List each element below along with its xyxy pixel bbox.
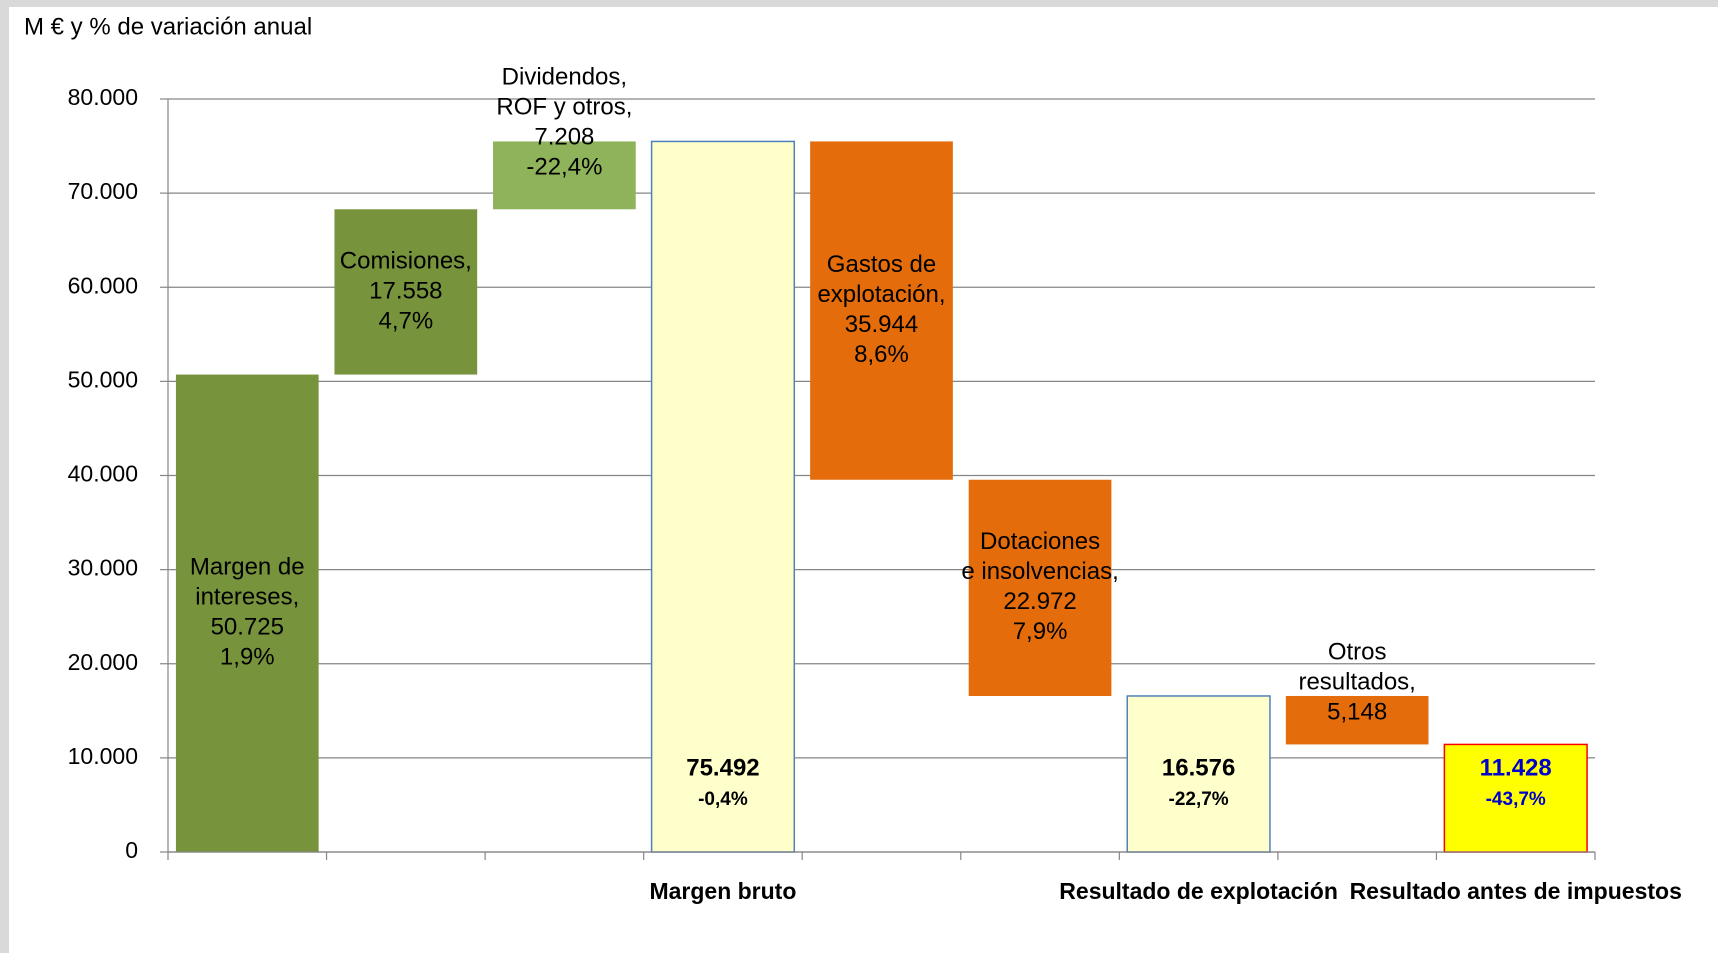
bar (650, 140, 796, 853)
y-tick-label: 80.000 (68, 84, 138, 110)
change-label: 8,6% (854, 341, 909, 368)
bar-name-label: resultados, (1298, 669, 1415, 696)
bar (493, 141, 636, 210)
data-label: 17.558 (369, 277, 442, 304)
bar-name-label: intereses, (195, 584, 299, 611)
bar (175, 374, 319, 852)
change-label: 7,9% (1013, 618, 1068, 645)
y-tick-label: 0 (125, 837, 138, 863)
chart-title: M € y % de variación anual (24, 13, 312, 40)
x-tick-label: Resultado de explotación (1059, 878, 1338, 904)
bar-name-label: Otros (1328, 639, 1387, 666)
x-tick-label: Margen bruto (649, 878, 796, 904)
change-label: -22,4% (526, 154, 602, 181)
data-label: 7.208 (534, 124, 594, 151)
data-label: 11.428 (1480, 754, 1552, 781)
bar (968, 479, 1112, 696)
data-label: 16.576 (1162, 754, 1235, 781)
data-label: 35.944 (845, 311, 918, 338)
change-label: 4,7% (378, 307, 433, 334)
y-tick-label: 20.000 (68, 649, 138, 675)
bar (1443, 743, 1588, 853)
bar (334, 209, 478, 375)
y-tick-label: 50.000 (68, 366, 138, 392)
y-tick-label: 40.000 (68, 461, 138, 487)
bar-name-label: e insolvencias, (961, 558, 1118, 585)
data-label: 50.725 (211, 614, 284, 641)
y-tick-label: 60.000 (68, 272, 138, 298)
bar-name-label: Margen de (190, 554, 305, 581)
bar-name-label: ROF y otros, (496, 94, 632, 121)
change-label: 1,9% (220, 644, 275, 671)
change-label: -22,7% (1169, 789, 1229, 810)
data-label: 22.972 (1003, 588, 1076, 615)
bar (1126, 695, 1271, 853)
y-tick-label: 30.000 (68, 555, 138, 581)
bar (810, 141, 953, 480)
bar-name-label: Gastos de (827, 251, 936, 278)
bar-name-label: explotación, (817, 281, 945, 308)
bar (1285, 695, 1429, 745)
y-tick-label: 70.000 (68, 178, 138, 204)
bar-name-label: Dividendos, (502, 64, 627, 91)
change-label: -43,7% (1486, 789, 1546, 810)
x-tick-label: Resultado antes de impuestos (1350, 878, 1682, 904)
bar-name-label: Dotaciones (980, 528, 1100, 555)
y-tick-label: 10.000 (68, 743, 138, 769)
data-label: 5,148 (1327, 699, 1387, 726)
data-label: 75.492 (686, 754, 759, 781)
change-label: -0,4% (698, 789, 748, 810)
bar-name-label: Comisiones, (340, 247, 472, 274)
